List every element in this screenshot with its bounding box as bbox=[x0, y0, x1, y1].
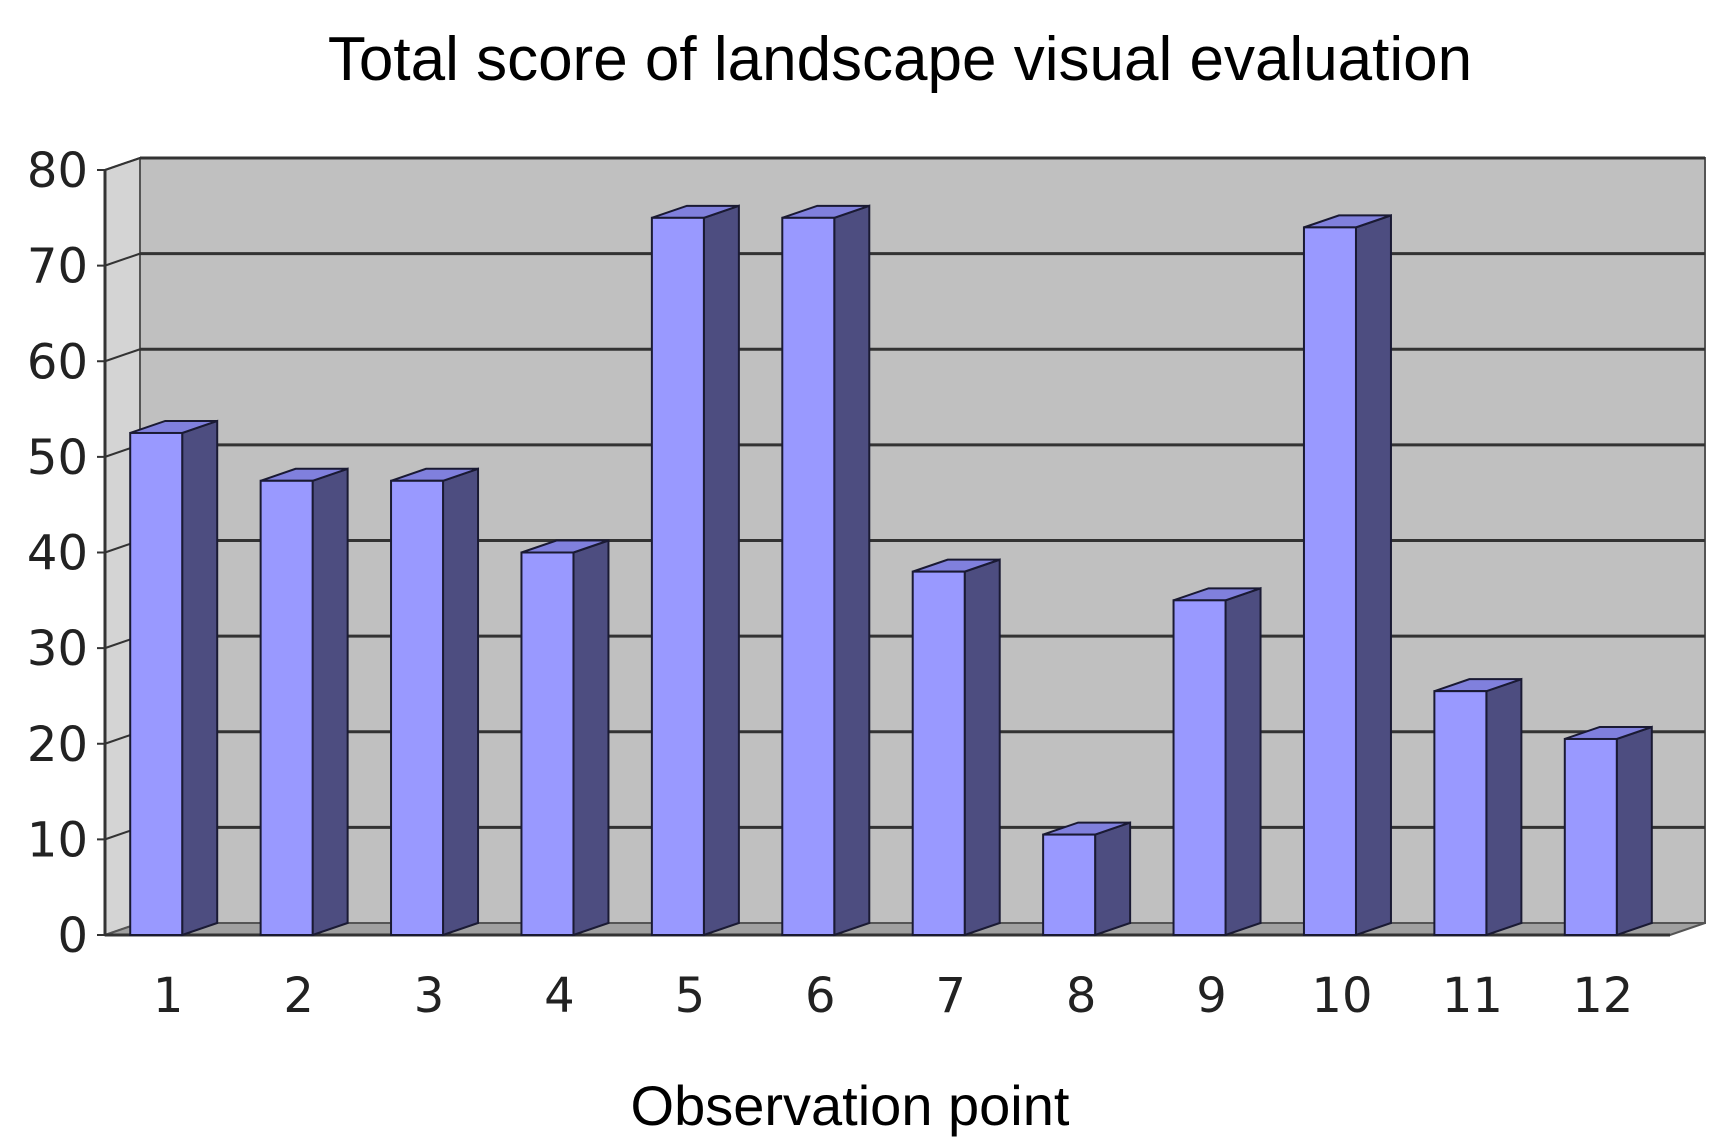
bar-side bbox=[181, 419, 219, 937]
bar-side bbox=[1094, 821, 1132, 937]
x-tick-label: 8 bbox=[1066, 968, 1097, 1024]
bar-front bbox=[650, 216, 705, 936]
bar bbox=[1563, 725, 1653, 937]
bar-side bbox=[1485, 677, 1523, 937]
x-tick-label: 2 bbox=[283, 968, 314, 1024]
x-tick-label: 6 bbox=[805, 968, 836, 1024]
y-tick-label: 80 bbox=[27, 143, 88, 199]
gridline-side bbox=[104, 252, 141, 267]
bar bbox=[520, 539, 610, 937]
bar-front bbox=[259, 479, 314, 936]
x-axis-title: Observation point bbox=[631, 1074, 1070, 1137]
bar-front bbox=[1172, 599, 1227, 936]
gridline-side bbox=[104, 157, 141, 171]
bar-side bbox=[1354, 213, 1392, 937]
y-tick-label: 50 bbox=[27, 430, 88, 486]
bar-front bbox=[1302, 226, 1357, 936]
chart-title: Total score of landscape visual evaluati… bbox=[328, 25, 1472, 94]
y-axis-ticks: 0 10 20 30 40 50 60 70 80 bbox=[27, 143, 1670, 964]
bar bbox=[650, 204, 740, 937]
x-tick-label: 1 bbox=[153, 968, 184, 1024]
bar-front bbox=[1563, 737, 1618, 936]
bar bbox=[390, 467, 480, 937]
gridline-side bbox=[104, 348, 141, 363]
y-tick-label: 40 bbox=[27, 526, 88, 582]
bar-front bbox=[1433, 690, 1488, 936]
x-tick-label: 10 bbox=[1311, 968, 1372, 1024]
x-tick-label: 12 bbox=[1572, 968, 1633, 1024]
x-tick-label: 11 bbox=[1442, 968, 1503, 1024]
bar bbox=[259, 467, 349, 937]
bar bbox=[129, 419, 219, 937]
bar-side bbox=[702, 204, 740, 937]
y-tick-label: 10 bbox=[27, 812, 88, 868]
x-tick-label: 3 bbox=[414, 968, 445, 1024]
x-tick-label: 5 bbox=[675, 968, 706, 1024]
bar-side bbox=[963, 558, 1001, 937]
bar-front bbox=[390, 479, 445, 936]
bar bbox=[781, 204, 871, 937]
bar-side bbox=[1224, 586, 1262, 937]
bar bbox=[1042, 821, 1132, 937]
bar-side bbox=[1615, 725, 1653, 937]
x-tick-label: 9 bbox=[1196, 968, 1227, 1024]
y-tick-label: 20 bbox=[27, 717, 88, 773]
bar-side bbox=[833, 204, 871, 937]
bars bbox=[129, 204, 1653, 937]
bar-front bbox=[911, 570, 966, 936]
bar bbox=[1433, 677, 1523, 937]
bar-front bbox=[129, 431, 184, 936]
y-tick-label: 30 bbox=[27, 621, 88, 677]
x-tick-label: 4 bbox=[544, 968, 575, 1024]
y-tick-label: 70 bbox=[27, 239, 88, 295]
x-axis-ticks: 1 2 3 4 5 6 7 8 9 10 11 12 bbox=[153, 968, 1633, 1024]
y-tick-label: 0 bbox=[57, 908, 88, 964]
bar bbox=[911, 558, 1001, 937]
bar-front bbox=[520, 551, 575, 936]
bar-side bbox=[311, 467, 349, 937]
bar-side bbox=[572, 539, 610, 937]
x-tick-label: 7 bbox=[935, 968, 966, 1024]
bar-front bbox=[1042, 833, 1097, 936]
bar bbox=[1172, 586, 1262, 937]
bar-front bbox=[781, 216, 836, 936]
y-tick-label: 60 bbox=[27, 334, 88, 390]
bar-side bbox=[442, 467, 480, 937]
bar bbox=[1302, 213, 1392, 937]
